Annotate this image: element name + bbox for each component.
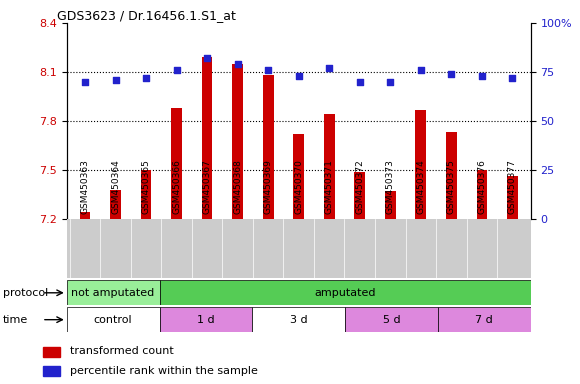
Point: [233, 61, 242, 67]
Bar: [43, 366, 60, 376]
Text: percentile rank within the sample: percentile rank within the sample: [70, 366, 258, 376]
Bar: [446, 132, 456, 219]
Bar: [477, 170, 487, 219]
Text: 3 d: 3 d: [290, 314, 307, 325]
Text: 7 d: 7 d: [476, 314, 493, 325]
Text: 5 d: 5 d: [383, 314, 400, 325]
Bar: [233, 64, 243, 219]
Bar: [67, 280, 160, 305]
Bar: [252, 307, 345, 332]
Point: [202, 55, 212, 61]
Point: [142, 75, 151, 81]
Text: not amputated: not amputated: [71, 288, 155, 298]
Bar: [354, 172, 365, 219]
Bar: [110, 190, 121, 219]
Text: GDS3623 / Dr.16456.1.S1_at: GDS3623 / Dr.16456.1.S1_at: [57, 9, 236, 22]
Point: [447, 71, 456, 77]
Bar: [263, 75, 274, 219]
Bar: [160, 280, 531, 305]
Point: [294, 73, 303, 79]
Bar: [141, 170, 151, 219]
Bar: [160, 307, 252, 332]
Bar: [202, 57, 212, 219]
Text: control: control: [94, 314, 132, 325]
Text: time: time: [3, 314, 28, 325]
Point: [81, 79, 90, 85]
Bar: [293, 134, 304, 219]
Bar: [171, 108, 182, 219]
Bar: [345, 307, 438, 332]
Point: [263, 67, 273, 73]
Text: amputated: amputated: [314, 288, 376, 298]
Bar: [385, 191, 396, 219]
Text: protocol: protocol: [3, 288, 48, 298]
Bar: [79, 212, 90, 219]
Point: [477, 73, 487, 79]
Text: 1 d: 1 d: [197, 314, 215, 325]
Point: [386, 79, 395, 85]
Point: [508, 75, 517, 81]
Bar: [438, 307, 531, 332]
Bar: [43, 347, 60, 357]
Point: [111, 77, 120, 83]
Bar: [507, 177, 518, 219]
Text: transformed count: transformed count: [70, 346, 173, 356]
Bar: [415, 109, 426, 219]
Point: [355, 79, 364, 85]
Bar: [324, 114, 335, 219]
Bar: [67, 307, 160, 332]
Point: [325, 65, 334, 71]
Point: [416, 67, 426, 73]
Point: [172, 67, 181, 73]
